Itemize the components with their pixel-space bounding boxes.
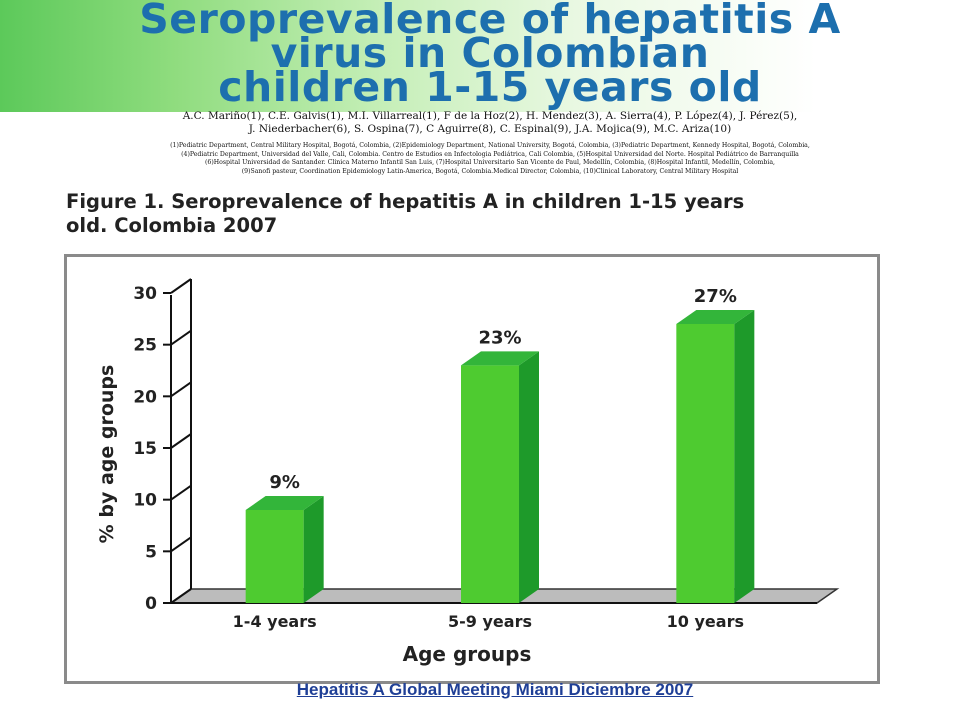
footer-link[interactable]: Hepatitis A Global Meeting Miami Diciemb… [296,680,694,699]
bar-chart: 0 5 10 15 20 25 30 9% 1-4 years 23% 5-9 years 27% 10… [96,278,840,666]
bar-top [245,496,324,510]
affiliation-line: (6)Hospital Universidad de Santander. Cl… [204,159,776,166]
figure-title-line: old. Colombia 2007 [66,214,278,237]
y-tick-label: 20 [133,387,157,407]
bar-top [676,310,755,324]
x-axis-title: Age groups [403,642,532,666]
bar [676,324,735,603]
affiliation-line: (4)Pediatric Department, Universidad del… [181,150,799,158]
y-tick-depth [170,433,192,449]
y-tick-depth [170,588,192,604]
title-line: children 1-15 years old [218,63,762,111]
affiliation-line: (9)Sanofi pasteur, Coordination Epidemio… [241,167,739,175]
y-tick-depth [170,484,192,501]
bar-side [519,351,539,603]
figure-title-line: Figure 1. Seroprevalence of hepatitis A … [66,190,745,213]
bar [245,510,304,603]
authors-line: A.C. Mariño(1), C.E. Galvis(1), M.I. Vil… [182,110,798,122]
y-axis-title: % by age groups [96,365,118,544]
bar [461,365,519,603]
data-label: 23% [478,327,521,348]
bar-side [303,496,324,603]
x-tick-label: 10 years [667,612,744,631]
figure-title: Figure 1. Seroprevalence of hepatitis A … [66,190,886,238]
data-label: 9% [269,472,300,493]
affiliation-line: (1)Pediatric Department, Central Militar… [170,142,810,149]
title-line: virus in Colombian [270,29,710,77]
chart-frame: 0 5 10 15 20 25 30 9% 1-4 years 23% 5-9 years 27% 10… [64,254,880,684]
y-tick-depth [170,381,192,398]
y-tick-label: 30 [133,284,157,304]
authors: A.C. Mariño(1), C.E. Galvis(1), M.I. Vil… [120,110,860,136]
y-tick-depth [170,278,192,294]
title-banner [0,0,960,112]
bar-side [734,310,755,603]
y-tick-depth [170,329,192,346]
y-tick-label: 10 [133,491,157,511]
affiliations: (1)Pediatric Department, Central Militar… [60,142,920,176]
x-tick-label: 1-4 years [233,612,317,631]
bar-top [461,351,539,366]
data-label: 27% [694,286,737,307]
y-tick-label: 15 [133,439,157,459]
y-tick-label: 5 [145,542,157,562]
y-tick-depth [170,536,192,553]
y-tick-label: 25 [133,336,157,356]
authors-line: J. Niederbacher(6), S. Ospina(7), C Agui… [248,123,732,135]
x-tick-label: 5-9 years [448,612,532,631]
poster-title: Seroprevalence of hepatitis A virus in C… [130,0,850,111]
y-tick-label: 0 [145,594,157,614]
title-line: Seroprevalence of hepatitis A [139,0,841,43]
